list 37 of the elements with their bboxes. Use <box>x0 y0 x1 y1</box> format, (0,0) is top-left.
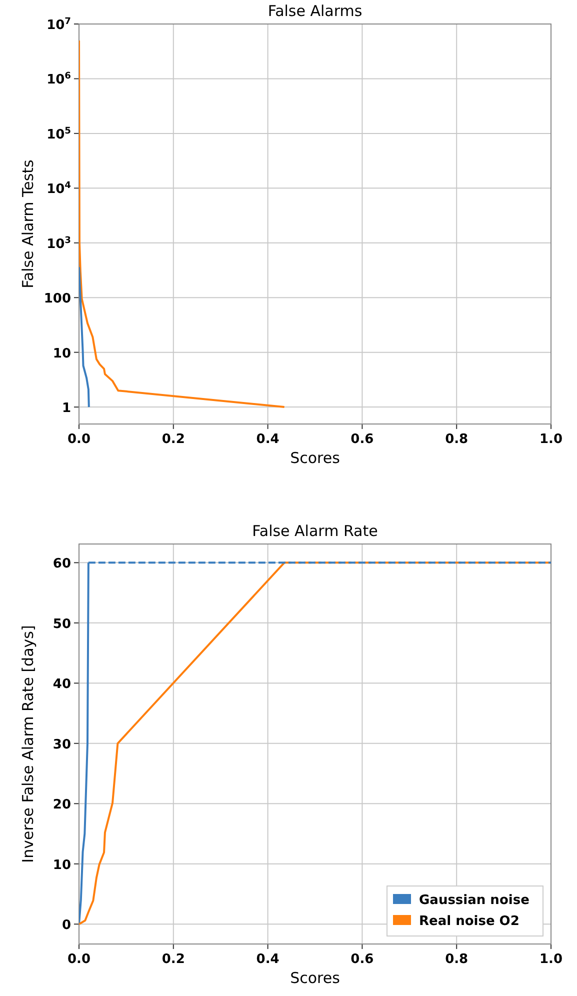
x-tick-label: 0.2 <box>162 952 185 967</box>
x-tick-label: 0.6 <box>350 432 374 447</box>
chart-title: False Alarms <box>268 2 362 20</box>
y-tick-label: 30 <box>52 737 71 752</box>
legend-label: Real noise O2 <box>419 914 520 929</box>
y-tick-label: 40 <box>52 677 71 692</box>
y-tick-label: 10$^{3}$ <box>46 236 71 252</box>
line-series <box>79 266 90 408</box>
y-tick-label: 20 <box>52 798 71 813</box>
y-tick-label: 10$^{6}$ <box>46 72 71 88</box>
y-tick-label: 0 <box>62 918 71 934</box>
y-tick-label: 1 <box>62 401 71 416</box>
x-tick-label: 0.4 <box>256 432 280 447</box>
x-tick-label: 0.6 <box>350 952 374 967</box>
y-tick-label: 10$^{7}$ <box>46 17 71 33</box>
x-tick-label: 0.8 <box>445 432 468 447</box>
x-tick-label: 0.8 <box>445 952 468 967</box>
legend-label: Gaussian noise <box>419 893 530 908</box>
x-axis-title: Scores <box>290 449 340 467</box>
x-tick-label: 0.2 <box>162 432 185 447</box>
y-tick-label: 50 <box>52 616 71 632</box>
y-tick-label: 100 <box>44 292 71 307</box>
y-tick-label: 10$^{5}$ <box>46 126 71 142</box>
y-tick-label: 10$^{4}$ <box>46 181 71 198</box>
y-tick-label: 10 <box>52 346 71 362</box>
line-series <box>79 39 286 408</box>
x-tick-label: 0.0 <box>67 952 91 967</box>
x-axis-title: Scores <box>290 969 340 987</box>
x-tick-label: 1.0 <box>539 952 563 967</box>
x-tick-label: 0.0 <box>67 432 91 447</box>
x-tick-label: 1.0 <box>539 432 563 447</box>
chart-title: False Alarm Rate <box>252 522 378 540</box>
y-axis-title: Inverse False Alarm Rate [days] <box>19 625 37 863</box>
y-tick-label: 60 <box>52 556 71 572</box>
y-tick-label: 10 <box>52 858 71 873</box>
y-axis-title: False Alarm Tests <box>19 159 37 288</box>
x-tick-label: 0.4 <box>256 952 280 967</box>
